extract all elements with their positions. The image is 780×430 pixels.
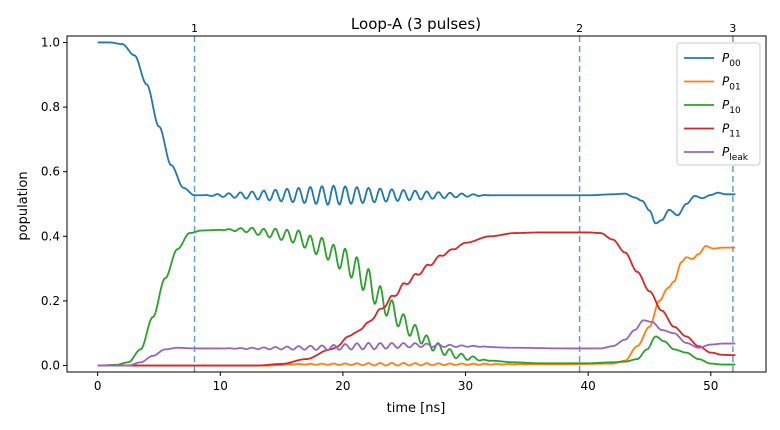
legend-entry: P01 [722,75,741,93]
pulse-marker-label: 1 [191,22,198,35]
chart-title: Loop-A (3 pulses) [351,15,481,33]
x-tick-label: 20 [335,379,350,393]
y-tick-label: 0.4 [41,229,60,243]
legend-entry-name: P [722,51,730,65]
series-lines [97,41,736,367]
pulse-marker-label: 2 [576,22,583,35]
y-tick-label: 0.6 [41,165,60,179]
series-line-10 [97,226,736,367]
y-axis-label: population [16,171,31,240]
legend-entry-subscript: 10 [729,106,741,116]
x-tick-label: 30 [458,379,473,393]
legend-entry: P00 [722,51,741,69]
legend-entry-subscript: 01 [729,83,740,93]
legend-entry: Pleak [722,145,749,163]
pulse-marker-label: 3 [729,22,736,35]
pulse-markers: 1 2 3 [191,22,736,372]
x-tick-label: 0 [94,379,102,393]
y-tick-label: 0.8 [41,100,60,114]
legend-entry: P10 [722,98,741,116]
legend-entry-subscript: 00 [729,59,741,69]
legend-entry-subscript: leak [729,153,749,163]
legend-entry-name: P [722,145,730,159]
x-tick-label: 40 [581,379,596,393]
y-tick-label: 0.2 [41,294,60,308]
y-tick-label: 1.0 [41,35,60,49]
series-line-leak [97,319,736,367]
x-tick-label: 50 [703,379,718,393]
legend-entry-name: P [722,122,730,136]
x-tick-label: 10 [213,379,228,393]
y-tick-label: 0.0 [41,359,60,373]
legend-box [676,42,761,166]
axis-ticks: 0 10 20 30 40 50 0.0 0.2 0.4 0.6 0.8 1.0 [41,35,719,393]
plot-frame [66,35,767,373]
series-line-11 [97,231,736,367]
legend-entry-subscript: 11 [729,130,740,140]
legend-entry: P11 [722,122,741,140]
x-axis-label: time [ns] [387,401,446,416]
legend-entry-name: P [722,98,730,112]
series-line-00 [97,41,736,225]
legend-entry-name: P [722,75,730,89]
